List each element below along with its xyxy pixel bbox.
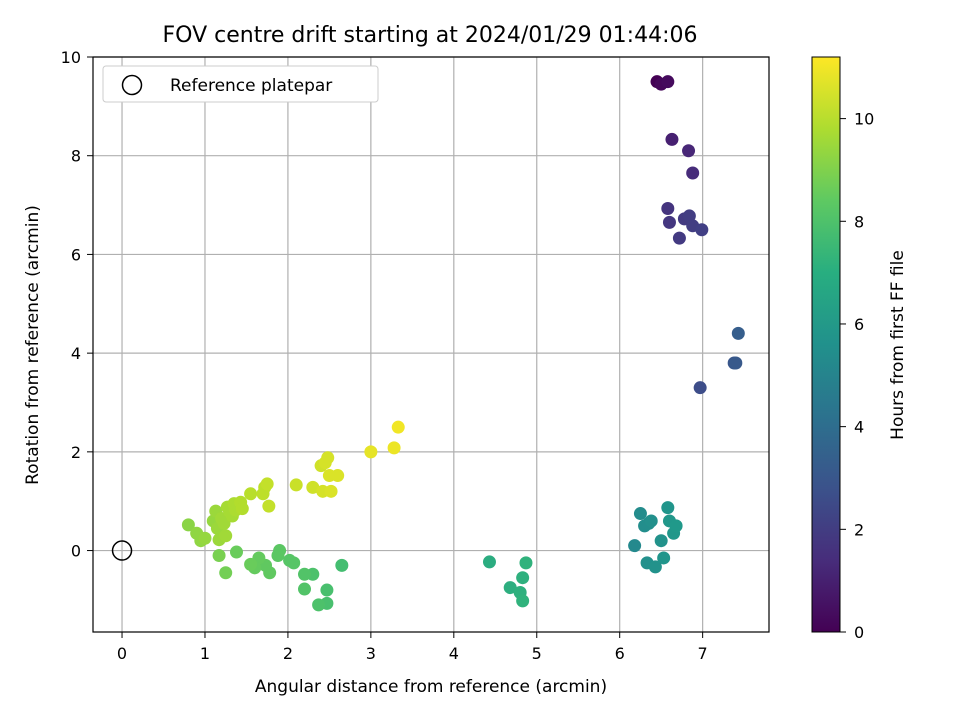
scatter-point bbox=[320, 583, 334, 597]
scatter-point bbox=[271, 548, 285, 562]
scatter-point bbox=[198, 531, 212, 545]
scatter-point bbox=[229, 545, 243, 559]
scatter-point bbox=[644, 514, 658, 528]
scatter-point bbox=[331, 469, 345, 483]
x-tick-label: 7 bbox=[698, 644, 708, 663]
scatter-point bbox=[654, 534, 668, 548]
scatter-point bbox=[633, 507, 647, 521]
scatter-point bbox=[387, 441, 401, 455]
scatter-point bbox=[298, 567, 312, 581]
scatter-point bbox=[731, 326, 745, 340]
x-tick-label: 0 bbox=[117, 644, 127, 663]
scatter-point bbox=[364, 445, 378, 459]
y-tick-label: 8 bbox=[71, 147, 81, 166]
scatter-point bbox=[244, 557, 258, 571]
plot-frame bbox=[92, 56, 770, 633]
scatter-point bbox=[289, 478, 303, 492]
x-tick-label: 4 bbox=[449, 644, 459, 663]
reference-platepar-marker bbox=[111, 540, 133, 561]
scatter-point bbox=[729, 356, 743, 370]
reference-marker-layer bbox=[111, 540, 133, 561]
x-tick-label: 1 bbox=[200, 644, 210, 663]
scatter-point bbox=[391, 420, 405, 434]
legend: Reference platepar bbox=[102, 65, 379, 103]
x-tick-label: 6 bbox=[615, 644, 625, 663]
x-axis-label: Angular distance from reference (arcmin) bbox=[255, 677, 607, 697]
scatter-point bbox=[312, 598, 326, 612]
scatter-point bbox=[682, 144, 696, 158]
scatter-point bbox=[516, 571, 530, 585]
colorbar-tick-label: 10 bbox=[854, 110, 874, 129]
colorbar-label: Hours from first FF file bbox=[888, 250, 908, 440]
scatter-point bbox=[669, 519, 683, 533]
scatter-point bbox=[335, 558, 349, 572]
scatter-point bbox=[519, 556, 533, 570]
y-axis-label: Rotation from reference (arcmin) bbox=[23, 205, 43, 485]
scatter-point bbox=[686, 166, 700, 180]
y-tick-label: 4 bbox=[71, 344, 81, 363]
legend-box bbox=[102, 65, 379, 103]
legend-label-reference: Reference platepar bbox=[170, 76, 332, 96]
y-tick-label: 0 bbox=[71, 542, 81, 561]
x-tick-label: 5 bbox=[532, 644, 542, 663]
colorbar-tick-label: 0 bbox=[854, 623, 864, 642]
legend-marker-reference bbox=[121, 74, 143, 96]
scatter-point bbox=[321, 451, 335, 465]
scatter-point bbox=[503, 581, 517, 595]
data-points bbox=[181, 75, 745, 612]
scatter-point bbox=[648, 560, 662, 574]
y-tick-label: 2 bbox=[71, 443, 81, 462]
colorbar-ticks: 0 2 4 6 8 10 bbox=[840, 110, 874, 642]
scatter-point bbox=[672, 231, 686, 245]
x-axis-ticks: 0 1 2 3 4 5 6 7 bbox=[117, 632, 708, 663]
scatter-point bbox=[628, 539, 642, 553]
scatter-point bbox=[324, 484, 338, 498]
scatter-point bbox=[482, 555, 496, 569]
scatter-point bbox=[219, 566, 233, 580]
scatter-point bbox=[661, 202, 675, 216]
scatter-point bbox=[661, 501, 675, 515]
scatter-point bbox=[283, 553, 297, 567]
scatter-point bbox=[695, 223, 709, 237]
chart-title: FOV centre drift starting at 2024/01/29 … bbox=[163, 23, 698, 48]
colorbar-tick-label: 6 bbox=[854, 315, 864, 334]
scatter-point bbox=[212, 548, 226, 562]
colorbar-tick-label: 8 bbox=[854, 212, 864, 231]
scatter-point bbox=[260, 477, 274, 491]
scatter-point bbox=[217, 516, 231, 530]
scatter-point bbox=[657, 551, 671, 565]
colorbar-tick-label: 2 bbox=[854, 520, 864, 539]
scatter-point bbox=[298, 582, 312, 596]
y-axis-ticks: 0 2 4 6 8 10 bbox=[61, 48, 93, 561]
colorbar-tick-label: 4 bbox=[854, 418, 864, 437]
y-tick-label: 10 bbox=[61, 48, 81, 67]
scatter-point bbox=[516, 594, 530, 608]
scatter-point bbox=[244, 487, 258, 501]
y-tick-label: 6 bbox=[71, 245, 81, 264]
scatter-point bbox=[682, 209, 696, 223]
colorbar: 0 2 4 6 8 10 Hours from first FF file bbox=[811, 56, 908, 642]
x-tick-label: 2 bbox=[283, 644, 293, 663]
scatter-point bbox=[219, 529, 233, 543]
scatter-point bbox=[306, 480, 320, 494]
scatter-point bbox=[662, 215, 676, 229]
scatter-point bbox=[181, 518, 195, 532]
scatter-point bbox=[665, 132, 679, 146]
scatter-point bbox=[693, 381, 707, 395]
scatter-point bbox=[262, 499, 276, 513]
x-tick-label: 3 bbox=[366, 644, 376, 663]
colorbar-gradient bbox=[811, 56, 841, 633]
scatter-point bbox=[235, 502, 249, 516]
scatter-point bbox=[661, 75, 675, 89]
